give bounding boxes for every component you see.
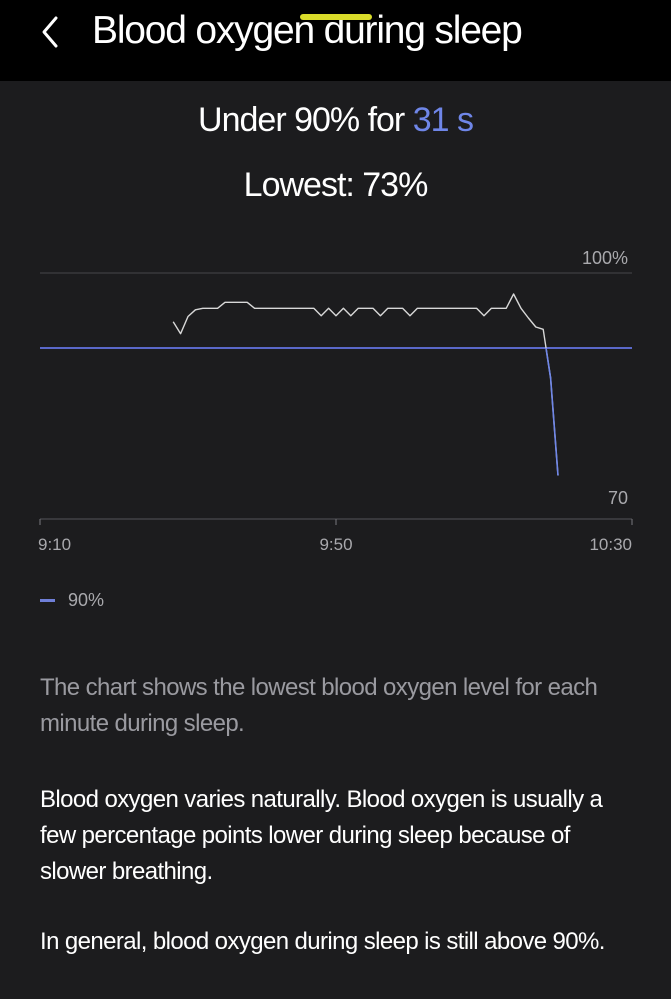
under-90-summary: Under 90% for 31 s [0,98,671,142]
spo2-line [172,293,559,476]
y-label-bottom: 70 [608,488,628,508]
info-paragraph-general: In general, blood oxygen during sleep is… [40,928,605,955]
spo2-below-threshold-line [545,347,559,476]
y-label-top: 100% [582,248,628,268]
legend-swatch-90 [40,598,55,602]
under-90-prefix: Under 90% for [198,101,413,139]
x-tick-label-2: 10:30 [589,535,632,554]
chart-description: The chart shows the lowest blood oxygen … [40,674,598,737]
chevron-left-icon [42,16,58,48]
blood-oxygen-chart: 100% 70 9:10 9:50 10:30 [0,240,671,570]
chart-svg: 100% 70 9:10 9:50 10:30 [38,248,633,554]
scroll-indicator [300,14,372,20]
under-90-duration: 31 s [412,101,474,139]
info-paragraph: Blood oxygen varies naturally. Blood oxy… [40,786,603,885]
back-button[interactable] [30,8,74,52]
lowest-value: Lowest: 73% [243,166,429,204]
legend-label-90: 90% [68,589,105,610]
chart-legend: 90% [40,588,104,612]
app-header: Blood oxygen during sleep [0,0,671,81]
x-tick-label-0: 9:10 [38,535,71,554]
x-tick-label-1: 9:50 [319,535,352,554]
